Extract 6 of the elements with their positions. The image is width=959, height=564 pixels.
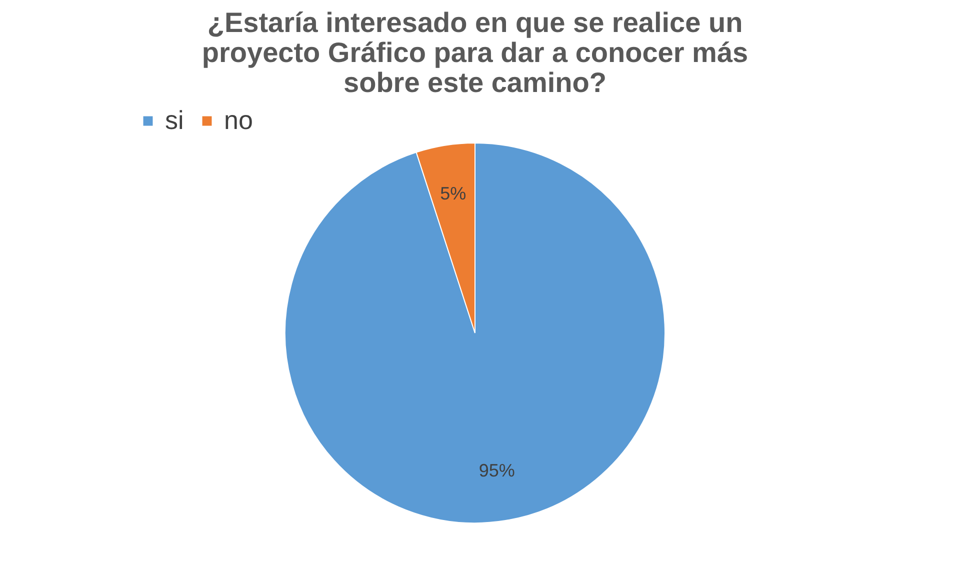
legend-label: no xyxy=(224,105,253,135)
legend-label: si xyxy=(165,105,184,135)
pie-slice xyxy=(284,142,666,524)
data-label: 95% xyxy=(478,460,515,480)
data-label: 5% xyxy=(440,184,466,204)
chart-title: ¿Estaría interesado en que se realice un proyecto Gráfico para dar a conocer más sobre este camino? xyxy=(202,7,748,98)
